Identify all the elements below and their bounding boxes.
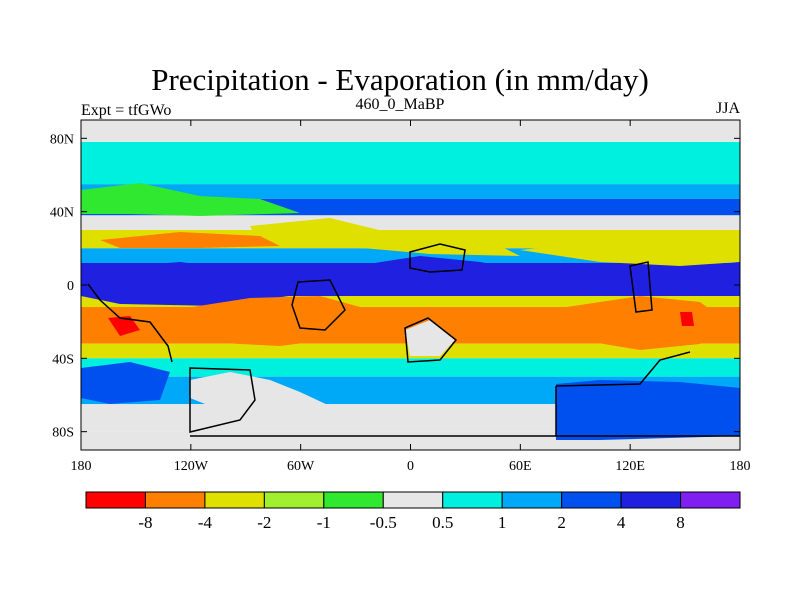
colorbar-box <box>263 491 325 509</box>
y-axis: 80N 40N 0 40S 80S <box>50 132 740 441</box>
y-tick-label: 40N <box>50 206 74 221</box>
field-band-1 <box>81 142 740 185</box>
x-tick-label: 0 <box>407 459 414 474</box>
indian-red-spot <box>680 312 694 326</box>
colorbar-box <box>204 491 265 509</box>
land-outline-8 <box>87 283 173 363</box>
colorbar-label: 2 <box>557 513 566 532</box>
colorbar-label: 4 <box>617 513 626 532</box>
field-band-2 <box>81 184 740 199</box>
colorbar-box <box>323 491 384 509</box>
experiment-label: Expt = tfGWo <box>81 102 172 119</box>
south-atlantic-orange <box>160 296 400 346</box>
south-blue-west <box>81 362 170 404</box>
colorbar-label: -0.5 <box>370 513 397 532</box>
colorbar-box <box>501 491 563 509</box>
season-label: JJA <box>715 100 740 117</box>
colorbar-box <box>382 491 444 509</box>
colorbar-box <box>620 491 682 509</box>
colorbar-box <box>85 491 146 509</box>
y-tick-label: 40S <box>52 352 74 367</box>
colorbar-label: -1 <box>317 513 331 532</box>
equatorial-indigo <box>81 256 740 306</box>
y-tick-label: 80S <box>52 426 74 441</box>
south-indian-orange <box>560 296 730 350</box>
x-tick-label: 180 <box>71 459 92 474</box>
colorbar-label: 1 <box>498 513 507 532</box>
land-outline-1 <box>189 367 256 433</box>
x-tick-label: 180 <box>730 459 751 474</box>
y-tick-label: 0 <box>67 279 74 294</box>
land-outline-2 <box>409 243 466 273</box>
colorbar-label: -2 <box>257 513 271 532</box>
field-band-11 <box>81 358 740 377</box>
field-band-4 <box>81 215 740 230</box>
field-band-8 <box>81 296 740 307</box>
colorbar-box <box>144 491 206 509</box>
land-outline-7 <box>629 261 653 313</box>
colorbar-label: -8 <box>138 513 152 532</box>
colorbar-box <box>561 491 622 509</box>
x-tick-label: 120E <box>615 459 645 474</box>
colorbar-label: -4 <box>198 513 213 532</box>
pacific-red-spot <box>108 316 140 336</box>
x-tick-label: 120W <box>174 459 209 474</box>
chart-title: Precipitation - Evaporation (in mm/day) <box>151 62 649 97</box>
land-outline-6 <box>404 317 458 363</box>
colorbar: -8 -4 -2 -1 -0.5 0.5 1 2 4 8 <box>85 491 741 532</box>
x-tick-label: 60E <box>509 459 532 474</box>
period-label: 460_0_MaBP <box>355 96 445 113</box>
tropical-orange-west <box>100 232 280 248</box>
land-outline-3 <box>291 279 346 331</box>
colorbar-label: 8 <box>676 513 685 532</box>
field-features <box>81 183 740 440</box>
y-tick-label: 80N <box>50 132 74 147</box>
field-band-0 <box>81 120 740 142</box>
southern-ocean-gray <box>190 372 330 420</box>
colorbar-label: 0.5 <box>432 513 453 532</box>
antarctic-blue <box>556 380 740 440</box>
north-pacific-green <box>81 183 300 216</box>
colorbar-box <box>442 491 503 509</box>
colorbar-box <box>680 491 741 509</box>
land-gray-africa <box>405 320 455 356</box>
x-tick-label: 60W <box>287 459 315 474</box>
east-pacific-yellow <box>520 240 740 266</box>
x-axis: 180 120W 60W 0 60E 120E 180 <box>71 120 751 474</box>
